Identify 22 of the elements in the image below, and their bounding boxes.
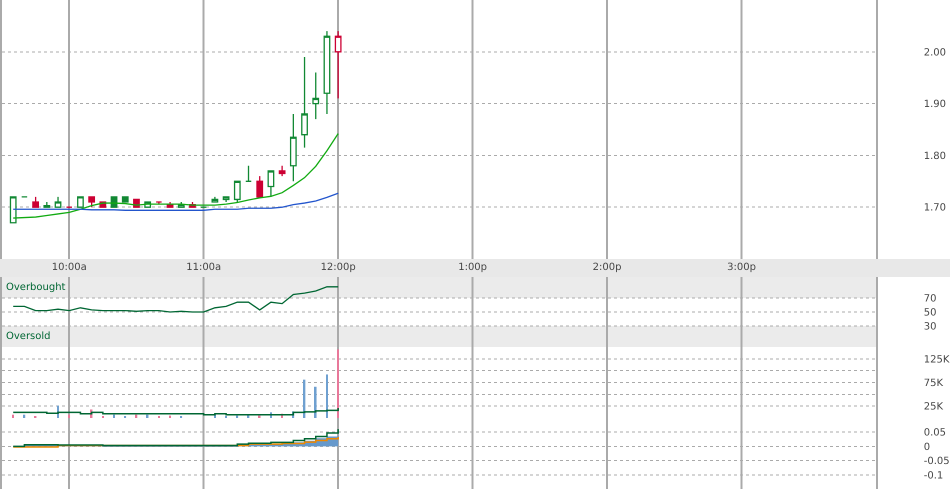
y-tick-label: 0.05 xyxy=(924,428,946,439)
y-tick-label: 50 xyxy=(924,308,936,318)
y-tick-label: 1.80 xyxy=(924,150,946,162)
y-tick-label: 70 xyxy=(924,294,936,304)
band-label: Overbought xyxy=(6,282,66,293)
x-tick-label: 3:00p xyxy=(727,262,756,273)
y-tick-label: 2.00 xyxy=(924,47,946,58)
y-tick-label: 1.70 xyxy=(924,202,946,214)
y-tick-label: 30 xyxy=(924,322,936,332)
y-tick-label: -0.05 xyxy=(924,456,950,468)
y-tick-label: -0.1 xyxy=(924,470,944,482)
x-tick-label: 1:00p xyxy=(458,262,488,273)
band-label: Oversold xyxy=(6,331,51,342)
y-tick-label: 0 xyxy=(924,442,930,453)
x-tick-label: 12:00p xyxy=(320,262,356,273)
x-tick-label: 2:00p xyxy=(592,262,622,273)
y-tick-label: 25K xyxy=(924,402,944,413)
y-tick-label: 75K xyxy=(924,378,944,389)
y-tick-label: 125K xyxy=(924,354,950,366)
y-tick-label: 1.90 xyxy=(924,99,946,110)
x-tick-label: 10:00a xyxy=(52,262,87,273)
x-tick-label: 11:00a xyxy=(186,262,222,273)
